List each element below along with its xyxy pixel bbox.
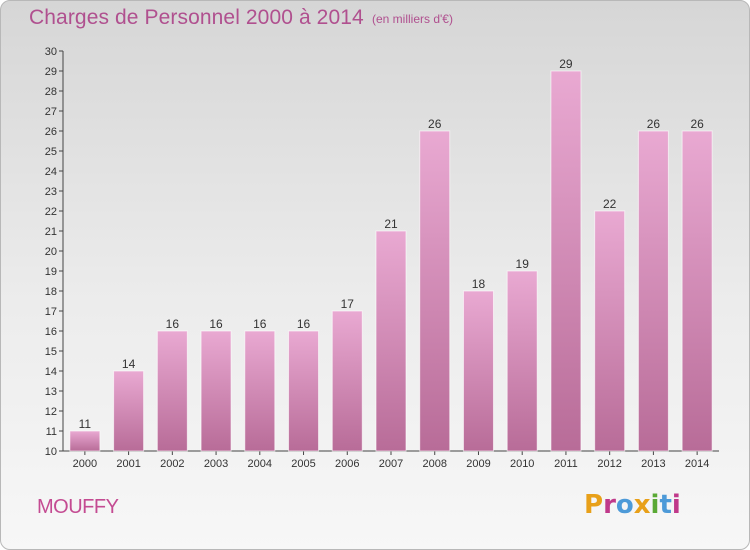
data-label-2004: 16 [253,317,267,331]
y-tick-label: 30 [45,46,57,58]
x-tick-label: 2012 [597,458,621,470]
y-tick-label: 24 [45,166,57,178]
y-tick-label: 11 [46,426,57,438]
logo-letter: i [650,490,660,520]
bar-2009 [462,290,494,452]
y-tick-label: 13 [45,386,57,398]
x-tick-label: 2005 [291,458,315,470]
data-label-2007: 21 [384,217,398,231]
bar-2010 [506,270,538,452]
x-tick-label: 2008 [422,458,446,470]
y-tick-label: 22 [45,206,57,218]
y-tick-label: 18 [45,286,57,298]
x-tick-label: 2002 [160,458,184,470]
x-tick-label: 2013 [641,458,665,470]
bar-2002 [156,330,188,452]
bars [69,70,713,452]
data-label-2002: 16 [166,317,180,331]
data-label-2000: 11 [79,417,92,431]
bar-2008 [419,130,451,452]
x-tick-label: 2011 [554,458,578,470]
y-tick-label: 20 [45,246,57,258]
bar-2013 [637,130,669,452]
data-label-2005: 16 [297,317,311,331]
y-tick-label: 17 [45,306,57,318]
x-tick-label: 2007 [379,458,403,470]
y-tick-label: 27 [45,106,57,118]
commune-name: MOUFFY [37,496,119,518]
chart-subtitle: (en milliers d'€) [372,12,453,26]
data-label-2011: 29 [559,57,573,71]
x-tick-label: 2010 [510,458,534,470]
y-tick-label: 19 [45,266,57,278]
data-label-2008: 26 [428,117,442,131]
data-label-2001: 14 [122,357,136,371]
bar-2012 [594,210,626,452]
bar-2014 [681,130,713,452]
data-label-2009: 18 [472,277,486,291]
data-label-2014: 26 [690,117,704,131]
proxiti-logo[interactable]: Proxiti [584,490,681,520]
x-tick-label: 2003 [204,458,228,470]
bar-2000 [69,430,101,452]
logo-letter: t [659,490,672,520]
x-tick-label: 2000 [73,458,97,470]
y-tick-label: 14 [45,366,57,378]
x-tick-label: 2006 [335,458,359,470]
logo-letter: r [603,490,616,520]
data-label-2010: 19 [516,257,530,271]
bar-2003 [200,330,232,452]
data-label-2012: 22 [603,197,617,211]
y-tick-label: 28 [45,86,57,98]
y-tick-label: 12 [45,406,57,418]
y-tick-label: 25 [45,146,57,158]
bar-2005 [288,330,320,452]
y-tick-label: 21 [45,226,57,238]
y-tick-label: 10 [45,446,57,458]
x-tick-label: 2004 [248,458,272,470]
chart-title: Charges de Personnel 2000 à 2014 [29,6,364,29]
bar-2007 [375,230,407,452]
data-labels: 11 14 16 16 16 16 17 21 26 18 19 29 22 26 26 [79,57,704,431]
x-tick-label: 2014 [685,458,709,470]
logo-letter: i [671,490,681,520]
logo-letter: o [615,490,634,520]
logo-letter: x [633,490,651,520]
x-tick-label: 2009 [466,458,490,470]
y-tick-label: 26 [45,126,57,138]
y-tick-label: 15 [45,346,57,358]
y-axis: 10 11 12 13 14 15 16 17 18 19 20 21 22 23 24 25 26 27 28 29… [45,46,64,458]
data-label-2003: 16 [209,317,223,331]
y-tick-label: 23 [45,186,57,198]
y-tick-label: 16 [45,326,57,338]
bar-2006 [331,310,363,452]
x-tick-label: 2001 [116,458,140,470]
x-axis: 2000 2001 2002 2003 2004 2005 2006 2007 2008 2009… [63,450,719,470]
data-label-2013: 26 [647,117,661,131]
bar-2001 [113,370,145,452]
logo-letter: P [584,490,604,520]
bar-2004 [244,330,276,452]
data-label-2006: 17 [341,297,355,311]
y-tick-label: 29 [45,66,57,78]
bar-2011 [550,70,582,452]
